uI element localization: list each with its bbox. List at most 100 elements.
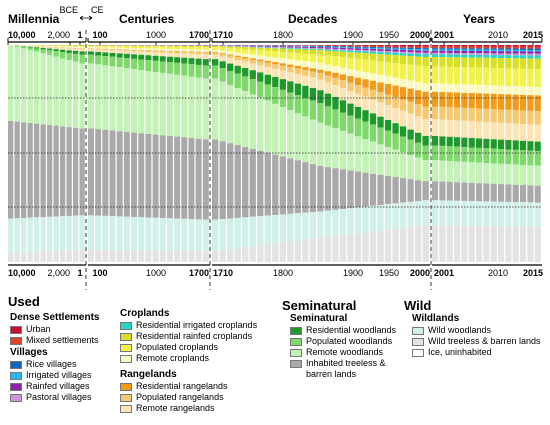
bar-segment-remote-croplands [159,48,166,51]
bar-segment-residential-irrigated-croplands [302,48,309,50]
legend-label: Populated rangelands [136,392,224,402]
bar-segment-rice-villages [520,48,527,50]
bar-segment-inhabited-treeless-barren-lands [527,185,534,203]
bar-segment-remote-woodlands [294,113,302,161]
legend-item-remote-croplands: Remote croplands [120,353,257,364]
bar-segment-populated-croplands [60,45,66,47]
bar-segment-residential-woodlands [384,119,392,131]
bar-segment-populated-rangelands [461,107,468,121]
bar-segment-urban [362,45,369,46]
bar-segment-populated-croplands [53,45,59,47]
bar-segment-residential-irrigated-croplands [483,54,490,58]
bar-segment-inhabited-treeless-barren-lands [287,158,294,214]
bar-segment-remote-woodlands [21,48,27,123]
bar-segment-populated-rangelands [188,52,195,55]
bar-segment-residential-woodlands [73,50,79,54]
bar-segment-inhabited-treeless-barren-lands [377,174,384,206]
bar-segment-remote-woodlands [287,110,294,159]
bar-segment-wild-woodlands [195,219,202,252]
bar-segment-pastoral-villages [384,51,392,53]
bar-segment-remote-woodlands [249,94,256,149]
bar-segment-residential-rangelands [195,51,202,53]
bar-segment-wild-treeless-barren-lands [347,234,354,262]
bar-segment-wild-treeless-barren-lands [188,251,195,262]
legend-swatch [10,371,22,380]
legend-label: Residential rainfed croplands [136,331,253,341]
bar-segment-remote-croplands [123,47,130,50]
bar-segment-remote-woodlands [512,164,519,185]
bar-segment-remote-croplands [95,47,102,49]
bar-segment-mixed-settlements [461,46,468,49]
bar-segment-residential-rainfed-croplands [131,45,138,47]
bar-segment-mixed-settlements [505,46,512,49]
legend-swatch [10,393,22,402]
bar-segment-rainfed-villages [249,45,256,47]
bar-segment-wild-treeless-barren-lands [152,250,159,262]
tick-top-2-000: 2,000 [47,30,70,40]
bar-segment-rice-villages [461,48,468,50]
bar-segment-populated-rangelands [202,52,209,55]
bar-segment-residential-woodlands [79,51,85,55]
bce-ce-arrow-icon [79,15,93,21]
legend-item-pastoral-villages: Pastoral villages [10,392,92,403]
bar-segment-populated-rangelands [483,108,490,122]
bar-segment-wild-woodlands [512,202,519,227]
bar-segment-populated-woodlands [53,51,59,57]
bar-segment-populated-rangelands [73,47,79,49]
bar-segment-populated-rangelands [219,54,226,57]
bar-segment-remote-woodlands [362,139,369,173]
bar-segment-remote-rangelands [439,119,446,137]
bar-segment-irrigated-villages [512,49,519,52]
legend-swatch [412,326,424,335]
bar-segment-remote-croplands [294,60,302,66]
bar-segment-mixed-settlements [483,46,490,49]
bar-segment-residential-irrigated-croplands [324,49,332,51]
bar-segment-residential-irrigated-croplands [317,49,324,51]
bar-segment-wild-woodlands [188,219,195,252]
bar-segment-urban [439,45,446,47]
bar-segment-populated-woodlands [362,121,369,140]
bar-segment-wild-woodlands [53,216,59,252]
bar-segment-rainfed-villages [332,47,339,49]
bar-segment-residential-rainfed-croplands [384,54,392,63]
bar-segment-irrigated-villages [309,46,317,48]
bar-segment-wild-treeless-barren-lands [166,250,173,262]
bar-segment-remote-woodlands [202,78,209,140]
bar-segment-residential-woodlands [21,46,27,47]
bar-segment-residential-rangelands [512,94,519,111]
bar-segment-residential-rangelands [287,64,294,68]
bar-segment-residential-woodlands [88,51,94,55]
bar-segment-residential-rainfed-croplands [219,46,226,48]
bar-segment-rice-villages [362,46,369,48]
bar-segment-populated-croplands [476,67,483,85]
bar-segment-remote-woodlands [212,78,219,140]
bar-segment-remote-woodlands [195,77,202,139]
bar-segment-pastoral-villages [498,53,505,56]
bar-segment-pastoral-villages [446,52,453,55]
bar-segment-wild-woodlands [40,217,46,252]
bar-segment-urban [476,45,483,47]
bar-segment-residential-rainfed-croplands [399,55,407,64]
bar-segment-populated-rangelands [249,59,256,64]
bar-segment-residential-rainfed-croplands [102,45,109,47]
bar-segment-wild-treeless-barren-lands [505,226,512,262]
bar-segment-inhabited-treeless-barren-lands [174,136,181,219]
bar-segment-residential-rangelands [234,55,241,57]
bar-segment-populated-woodlands [520,150,527,165]
bar-segment-rice-villages [468,48,475,50]
bar-segment-populated-woodlands [369,124,377,142]
bar-segment-remote-croplands [309,62,317,69]
bar-segment-residential-woodlands [138,54,145,60]
tick-top-2010: 2010 [488,30,508,40]
bar-segment-residential-irrigated-croplands [498,55,505,59]
bar-segment-residential-rainfed-croplands [145,45,152,47]
bar-segment-populated-croplands [88,46,94,48]
legend-swatch [290,337,302,346]
bar-segment-remote-woodlands [454,161,461,183]
bar-segment-wild-treeless-barren-lands [202,251,209,262]
legend-swatch [10,382,22,391]
legend-wild-title: Wild [404,298,432,313]
bar-segment-inhabited-treeless-barren-lands [34,123,40,218]
bar-segment-populated-rangelands [116,49,123,51]
bar-segment-remote-rangelands [399,110,407,127]
